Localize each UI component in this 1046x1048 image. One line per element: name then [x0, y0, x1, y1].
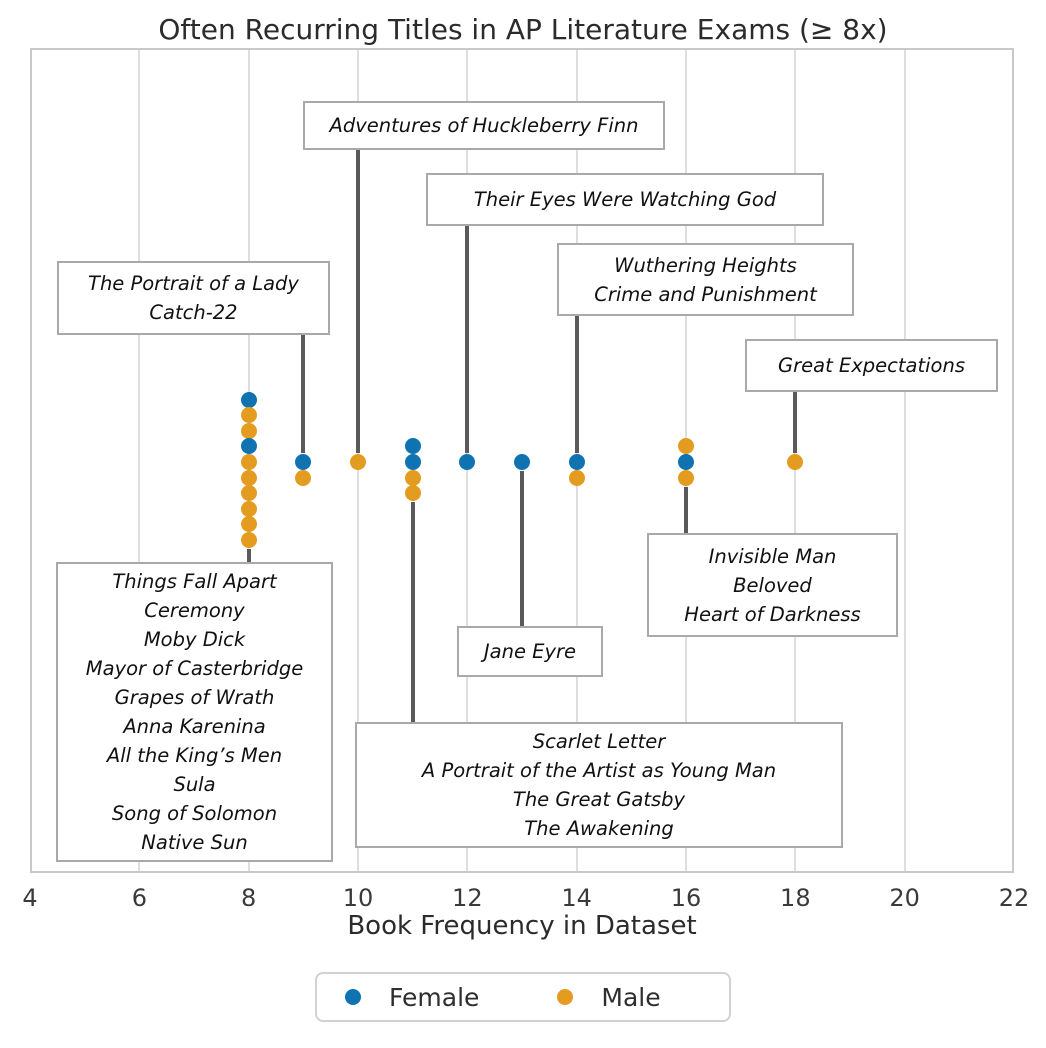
data-dot-female: [404, 438, 421, 455]
data-dot-male: [240, 422, 257, 439]
connector-line: [356, 149, 360, 453]
data-dot-male: [240, 532, 257, 548]
annotation-title: Ceremony: [144, 599, 245, 622]
x-tick-label: 10: [342, 884, 374, 912]
annotation-box: Scarlet Letter A Portrait of the Artist a…: [355, 722, 843, 848]
annotation-title: All the King’s Men: [106, 744, 283, 767]
annotation-title: Invisible Man: [708, 544, 837, 568]
connector-line: [246, 549, 251, 563]
data-dot-female: [240, 391, 257, 408]
annotation-title: Adventures of Huckleberry Finn: [329, 114, 639, 137]
annotation-title: Anna Karenina: [123, 715, 266, 738]
x-tick-label: 14: [561, 884, 592, 912]
annotation-title: Catch-22: [149, 301, 238, 324]
data-dot-male: [240, 454, 257, 470]
data-dot-female: [459, 454, 476, 470]
annotation-box: Adventures of Huckleberry Finn: [303, 101, 665, 150]
data-dot-female: [514, 454, 530, 470]
annotation-title: Things Fall Apart: [112, 570, 277, 593]
x-tick-label: 8: [241, 884, 257, 912]
annotation-title: Mayor of Casterbridge: [85, 657, 304, 680]
annotation-box: Invisible Man Beloved Heart of Darkness: [647, 533, 898, 637]
annotation-title: Moby Dick: [143, 628, 246, 651]
data-dot-male: [787, 454, 804, 470]
data-dot-male: [240, 407, 257, 424]
data-dot-male: [568, 469, 585, 486]
data-dot-male: [404, 485, 421, 502]
annotation-box: Things Fall Apart Ceremony Moby Dick Mayor …: [56, 562, 333, 862]
annotation-title: Wuthering Heights: [614, 253, 797, 277]
legend: Female Male: [315, 972, 731, 1022]
data-dot-male: [240, 485, 257, 502]
data-dot-female: [568, 454, 585, 470]
connector-line: [410, 502, 415, 723]
annotation-title: Crime and Punishment: [594, 282, 817, 306]
legend-label: Female: [389, 982, 480, 1012]
connector-line: [301, 334, 306, 453]
annotation-box: Their Eyes Were Watching God: [426, 173, 824, 226]
chart-title: Often Recurring Titles in AP Literature …: [158, 13, 888, 46]
connector-line: [684, 486, 688, 534]
data-dot-male: [678, 469, 694, 486]
data-dot-male: [240, 469, 257, 486]
annotation-title: Song of Solomon: [111, 802, 278, 825]
connector-line: [520, 471, 524, 627]
annotation-title: Jane Eyre: [483, 640, 577, 663]
x-tick-label: 18: [780, 884, 811, 912]
annotation-box: Wuthering Heights Crime and Punishment: [557, 243, 854, 316]
gridline: [903, 50, 906, 871]
data-dot-male: [350, 454, 366, 470]
legend-dot-icon: [557, 989, 574, 1005]
data-dot-male: [678, 438, 694, 455]
connector-line: [793, 391, 798, 453]
annotation-title: The Awakening: [524, 817, 674, 840]
x-tick-label: 20: [889, 884, 920, 912]
legend-item: Female: [345, 983, 479, 1012]
annotation-title: Native Sun: [141, 831, 248, 854]
annotation-title: The Great Gatsby: [512, 788, 686, 811]
annotation-title: The Portrait of a Lady: [88, 272, 299, 295]
legend-dot-icon: [345, 989, 361, 1005]
annotation-box: The Portrait of a Lady Catch-22: [57, 261, 330, 335]
x-tick-label: 16: [670, 884, 702, 912]
annotation-title: Scarlet Letter: [532, 730, 666, 753]
x-tick-label: 22: [998, 884, 1030, 912]
connector-line: [574, 315, 579, 453]
x-tick-label: 4: [22, 884, 38, 912]
legend-label: Male: [601, 982, 661, 1012]
x-tick-label: 12: [452, 884, 483, 912]
annotation-title: Great Expectations: [778, 354, 965, 377]
annotation-box: Great Expectations: [745, 339, 998, 392]
gridline: [138, 50, 141, 871]
annotation-title: Heart of Darkness: [684, 602, 861, 626]
data-dot-female: [404, 454, 421, 470]
connector-line: [465, 225, 470, 453]
x-tick-label: 6: [131, 884, 147, 912]
data-dot-female: [678, 454, 694, 470]
data-dot-male: [240, 500, 257, 517]
data-dot-male: [240, 516, 257, 533]
data-dot-male: [295, 469, 312, 486]
annotation-title: A Portrait of the Artist as Young Man: [421, 759, 777, 782]
data-dot-female: [295, 454, 312, 470]
data-dot-female: [240, 438, 257, 455]
annotation-title: Their Eyes Were Watching God: [473, 188, 777, 211]
annotation-box: Jane Eyre: [457, 626, 603, 677]
annotation-title: Beloved: [733, 573, 812, 597]
annotation-title: Grapes of Wrath: [114, 686, 275, 709]
annotation-title: Sula: [173, 773, 216, 796]
data-dot-male: [404, 469, 421, 486]
x-axis-label: Book Frequency in Dataset: [347, 911, 697, 941]
legend-item: Male: [557, 982, 661, 1012]
